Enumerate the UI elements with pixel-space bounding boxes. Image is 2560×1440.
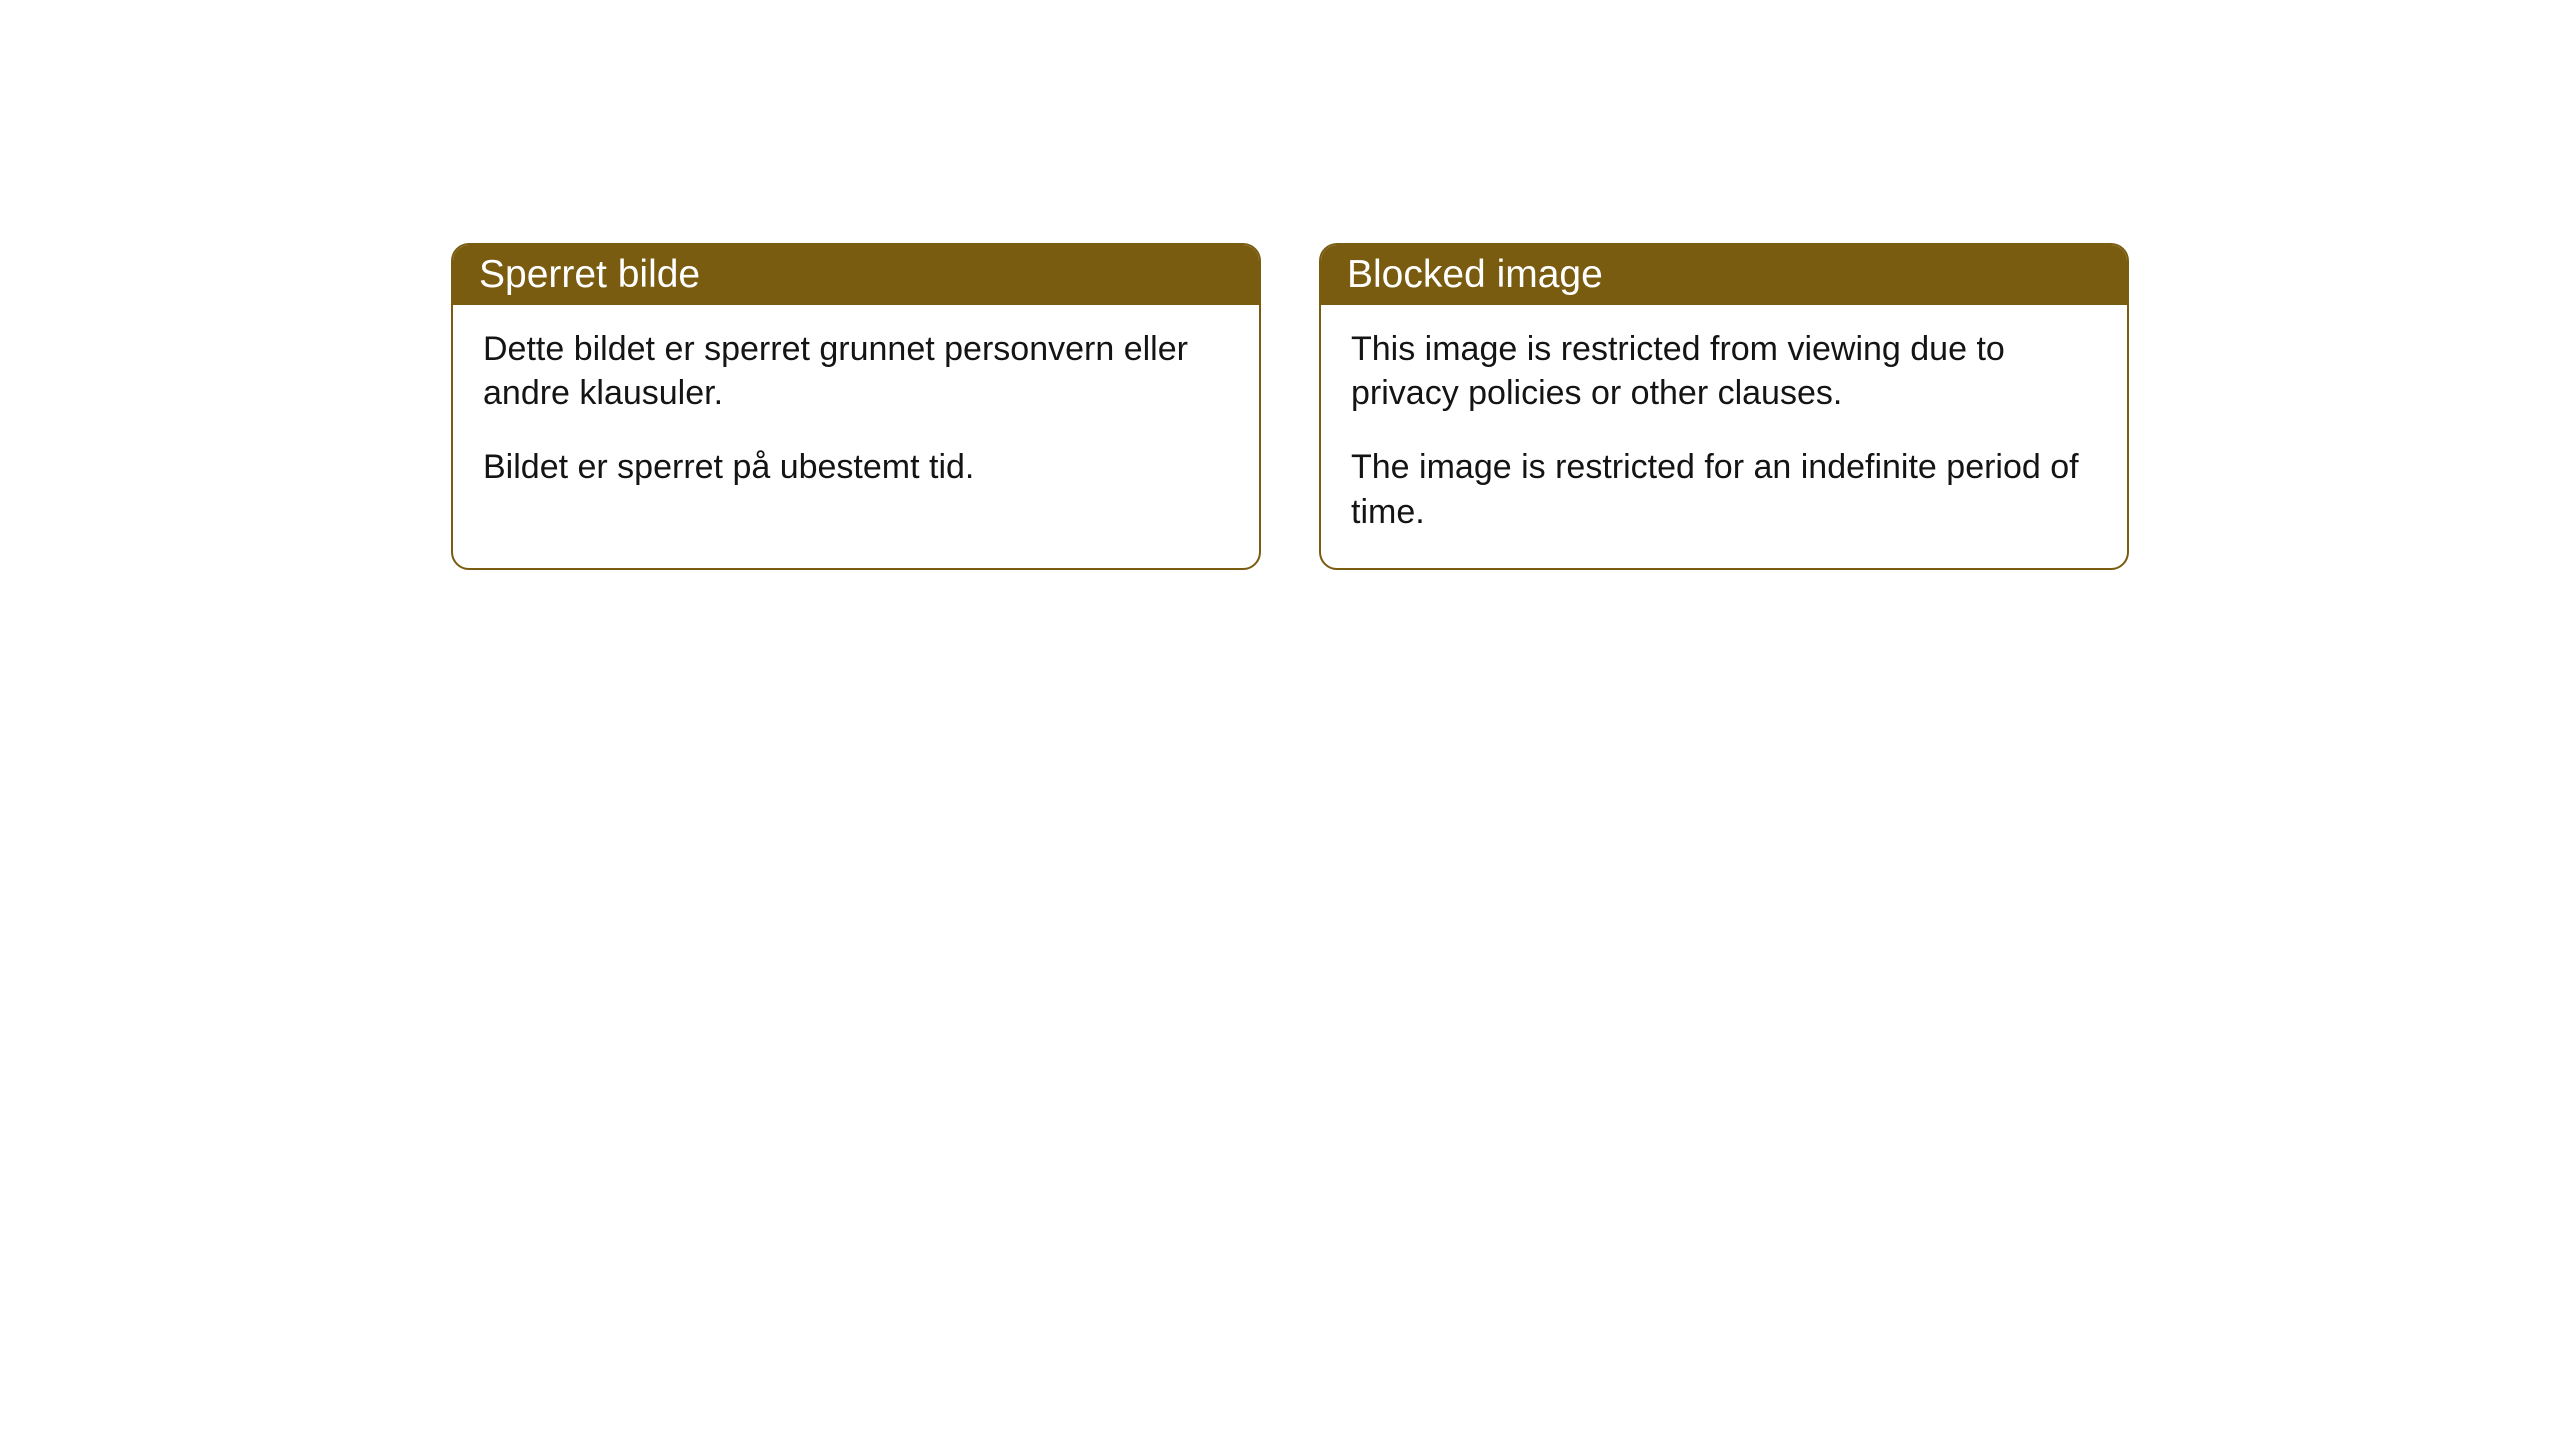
panel-text: This image is restricted from viewing du…: [1351, 327, 2097, 415]
panel-title: Sperret bilde: [479, 253, 700, 296]
panel-text: Dette bildet er sperret grunnet personve…: [483, 327, 1229, 415]
panel-title: Blocked image: [1347, 253, 1603, 296]
panel-header-norwegian: Sperret bilde: [453, 245, 1259, 305]
panel-text: The image is restricted for an indefinit…: [1351, 445, 2097, 533]
panel-text: Bildet er sperret på ubestemt tid.: [483, 445, 1229, 489]
panel-norwegian: Sperret bilde Dette bildet er sperret gr…: [451, 243, 1261, 570]
panel-body-norwegian: Dette bildet er sperret grunnet personve…: [453, 305, 1259, 524]
panels-container: Sperret bilde Dette bildet er sperret gr…: [451, 243, 2129, 570]
panel-body-english: This image is restricted from viewing du…: [1321, 305, 2127, 568]
panel-header-english: Blocked image: [1321, 245, 2127, 305]
panel-english: Blocked image This image is restricted f…: [1319, 243, 2129, 570]
